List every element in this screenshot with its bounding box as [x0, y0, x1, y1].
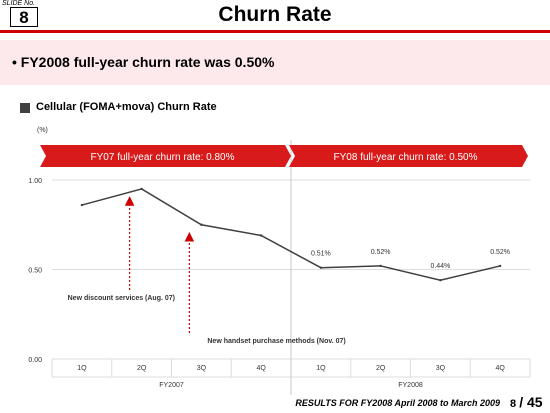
x-tick-label: 1Q	[77, 365, 87, 372]
data-point	[379, 264, 382, 268]
churn-rate-line	[81, 188, 501, 282]
footer-page-number: 8 / 45	[510, 394, 543, 410]
y-tick-label: 1.00	[28, 178, 42, 185]
fiscal-year-label: FY2007	[159, 382, 184, 389]
annotation-text: New handset purchase methods (Nov. 07)	[207, 338, 345, 345]
fy08-banner	[289, 145, 528, 167]
data-point	[200, 223, 203, 226]
data-point	[80, 203, 84, 207]
title-divider	[0, 30, 550, 33]
x-tick-label: 4Q	[256, 365, 266, 372]
x-tick-label: 3Q	[436, 365, 446, 372]
page-current: 8	[510, 398, 517, 410]
fy08-banner-text: FY08 full-year churn rate: 0.50%	[334, 152, 478, 163]
x-tick-label: 1Q	[316, 365, 326, 372]
data-label: 0.52%	[490, 249, 510, 256]
x-tick-label: 2Q	[137, 365, 147, 372]
data-label: 0.51%	[311, 251, 331, 258]
x-tick-label: 2Q	[376, 365, 386, 372]
data-label: 0.44%	[430, 263, 450, 270]
headline: • FY2008 full-year churn rate was 0.50%	[12, 54, 275, 70]
data-point	[140, 187, 143, 191]
y-tick-label: 0.50	[28, 268, 42, 275]
page-title: Churn Rate	[218, 3, 332, 26]
data-point	[319, 266, 323, 269]
unit-label: (%)	[37, 127, 48, 134]
page-total: / 45	[519, 394, 543, 410]
fy07-banner	[40, 145, 291, 167]
data-point	[259, 234, 263, 237]
annotation-text: New discount services (Aug. 07)	[68, 295, 175, 302]
data-point	[439, 279, 442, 282]
fy07-banner-text: FY07 full-year churn rate: 0.80%	[91, 152, 235, 163]
section-square-icon	[20, 103, 30, 113]
headline-band	[0, 40, 550, 85]
chart-subtitle: Cellular (FOMA+mova) Churn Rate	[36, 101, 217, 113]
fiscal-year-label: FY2008	[398, 382, 423, 389]
x-tick-label: 4Q	[495, 365, 505, 372]
slide-number: 8	[10, 7, 38, 27]
y-tick-label: 0.00	[28, 357, 42, 364]
footer-text: RESULTS FOR FY2008 April 2008 to March 2…	[295, 398, 500, 408]
data-point	[498, 264, 502, 268]
slide-number-label: SLIDE No.	[2, 0, 36, 7]
x-tick-label: 3Q	[197, 365, 207, 372]
data-label: 0.52%	[371, 249, 391, 256]
